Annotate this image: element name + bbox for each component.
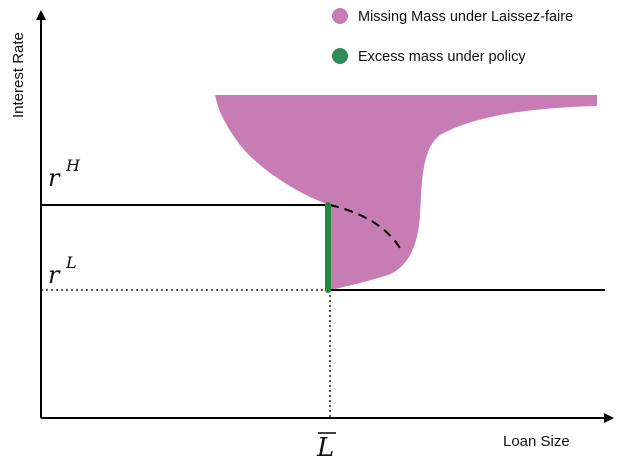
legend: Missing Mass under Laissez-faire Excess … <box>332 8 573 65</box>
legend-label-excess-mass: Excess mass under policy <box>358 49 526 65</box>
missing-mass-region <box>215 95 597 290</box>
r-high-superscript: H <box>65 156 81 175</box>
y-axis-title: Interest Rate <box>10 32 27 118</box>
dashed-curve <box>329 204 401 249</box>
r-low-label: r <box>48 261 61 289</box>
legend-label-missing-mass: Missing Mass under Laissez-faire <box>358 9 573 25</box>
x-axis-title: Loan Size <box>503 433 570 450</box>
l-bar-label: L <box>316 433 334 462</box>
r-high-label: r <box>48 164 61 192</box>
legend-marker-missing-mass <box>332 8 348 24</box>
legend-marker-excess-mass <box>332 48 348 64</box>
r-low-superscript: L <box>65 253 77 272</box>
